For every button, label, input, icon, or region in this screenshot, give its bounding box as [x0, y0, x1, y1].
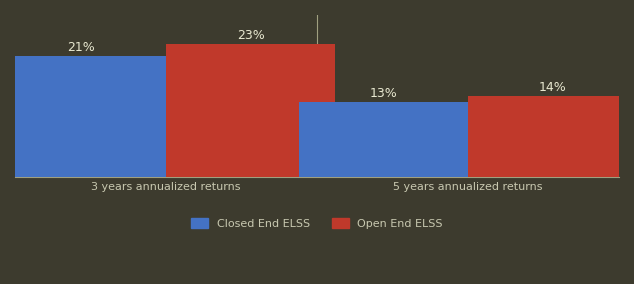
Bar: [468, 96, 634, 177]
Bar: [166, 44, 335, 177]
Bar: [0, 56, 166, 177]
Text: 23%: 23%: [236, 29, 264, 42]
Text: 14%: 14%: [539, 82, 566, 94]
Legend: Closed End ELSS, Open End ELSS: Closed End ELSS, Open End ELSS: [186, 214, 448, 233]
Text: 13%: 13%: [370, 87, 398, 100]
Text: 21%: 21%: [68, 41, 95, 54]
Bar: [299, 102, 468, 177]
